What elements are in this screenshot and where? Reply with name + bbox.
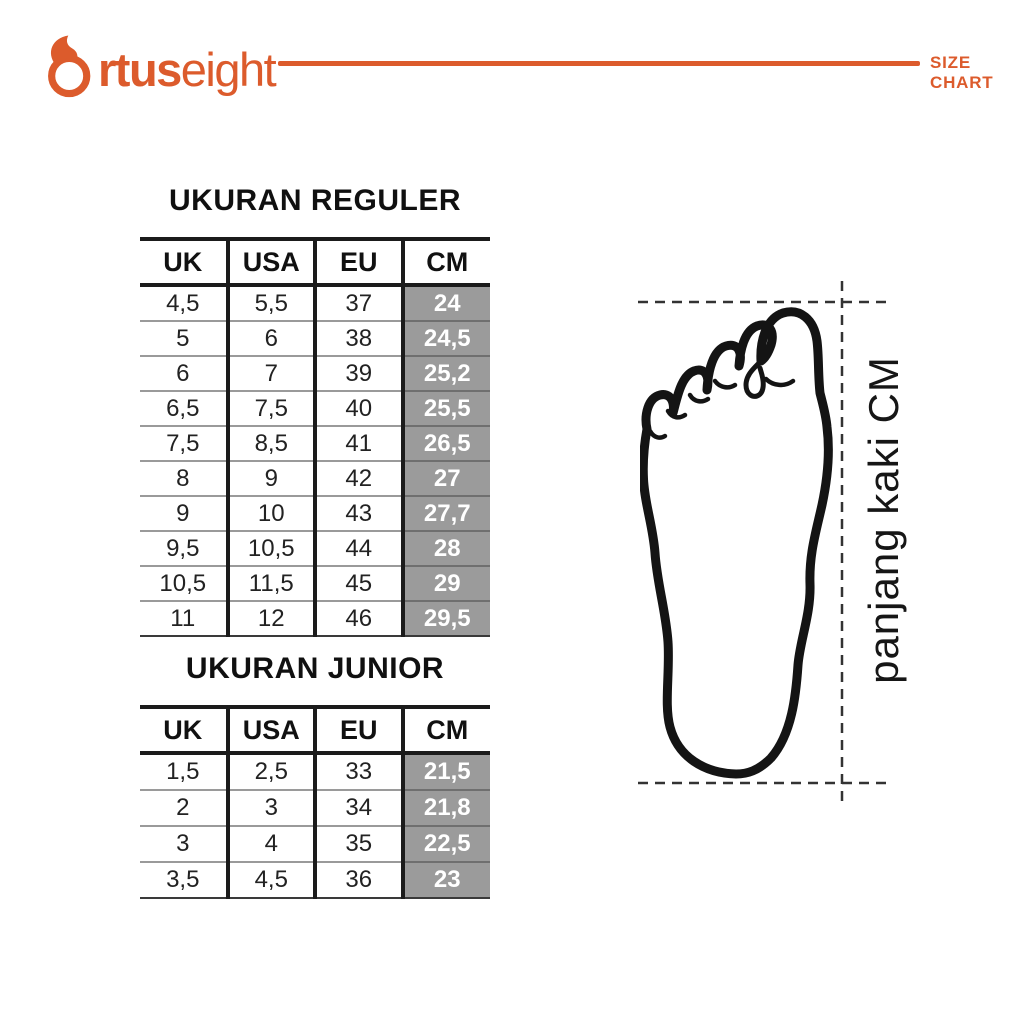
table-row: 2 3 34 21,8 (140, 790, 490, 827)
table-cell: 8 (140, 461, 228, 497)
column-header-uk: UK (140, 707, 228, 755)
table-cell: 11 (140, 601, 228, 637)
table-cell: 29 (400, 566, 490, 602)
size-table-junior: UK USA EU CM 1,5 2,5 33 21,5 2 3 34 21,8 3 4 35 22,5 3,5… (140, 705, 490, 899)
table-row: 7,5 8,5 41 26,5 (140, 426, 490, 462)
foot-outline-icon (638, 295, 840, 785)
table-row: 4,5 5,5 37 24 (140, 285, 490, 322)
table-title-junior: UKURAN JUNIOR (185, 652, 445, 685)
table-cell: 7,5 (225, 391, 315, 427)
table-cell: 33 (313, 753, 403, 791)
foot-length-label: panjang kaki CM (860, 356, 907, 684)
size-table-reguler: UK USA EU CM 4,5 5,5 37 24 5 6 38 24,5 6 7 39 25,2 6,5 7,… (140, 237, 490, 637)
table-cell: 9 (225, 461, 315, 497)
table-cell: 7,5 (140, 426, 228, 462)
table-row: 11 12 46 29,5 (140, 601, 490, 637)
table-cell: 41 (313, 426, 403, 462)
table-cell: 37 (313, 285, 403, 322)
flame-o-icon (44, 34, 98, 100)
logo-text-light: eight (180, 43, 277, 96)
table-cell: 5,5 (225, 285, 315, 322)
column-header-usa: USA (225, 707, 315, 755)
header-row: UK USA EU CM (140, 239, 490, 287)
table-cell: 8,5 (225, 426, 315, 462)
table-cell: 24,5 (400, 321, 490, 357)
table-cell: 9 (140, 496, 228, 532)
table-cell: 29,5 (400, 601, 490, 637)
table-row: 6 7 39 25,2 (140, 356, 490, 392)
table-cell: 36 (313, 862, 403, 899)
size-chart-label: SIZE CHART (930, 53, 994, 92)
table-cell: 10,5 (225, 531, 315, 567)
column-header-cm: CM (400, 707, 490, 755)
table-cell: 43 (313, 496, 403, 532)
table-row: 9,5 10,5 44 28 (140, 531, 490, 567)
table-cell: 2 (140, 790, 228, 827)
table-cell: 21,5 (400, 753, 490, 791)
table-cell: 7 (225, 356, 315, 392)
table-row: 8 9 42 27 (140, 461, 490, 497)
table-cell: 5 (140, 321, 228, 357)
column-header-usa: USA (225, 239, 315, 287)
header-row: UK USA EU CM (140, 707, 490, 755)
table-cell: 21,8 (400, 790, 490, 827)
header-divider-line (278, 61, 920, 66)
table-cell: 40 (313, 391, 403, 427)
table-cell: 1,5 (140, 753, 228, 791)
table-cell: 24 (400, 285, 490, 322)
table-title-reguler: UKURAN REGULER (169, 184, 461, 217)
table-cell: 4 (225, 826, 315, 863)
table-cell: 22,5 (400, 826, 490, 863)
measurement-guides (620, 270, 920, 820)
table-cell: 23 (400, 862, 490, 899)
table-cell: 4,5 (140, 285, 228, 322)
table-cell: 10 (225, 496, 315, 532)
column-header-cm: CM (400, 239, 490, 287)
table-cell: 42 (313, 461, 403, 497)
table-cell: 9,5 (140, 531, 228, 567)
table-cell: 2,5 (225, 753, 315, 791)
table-cell: 11,5 (225, 566, 315, 602)
table-cell: 26,5 (400, 426, 490, 462)
table-row: 10,5 11,5 45 29 (140, 566, 490, 602)
table-cell: 4,5 (225, 862, 315, 899)
table-cell: 6 (225, 321, 315, 357)
logo-text-bold: rtus (98, 43, 182, 96)
table-cell: 38 (313, 321, 403, 357)
table-row: 3 4 35 22,5 (140, 826, 490, 863)
table-row: 3,5 4,5 36 23 (140, 862, 490, 899)
table-cell: 25,2 (400, 356, 490, 392)
table-cell: 46 (313, 601, 403, 637)
table-cell: 10,5 (140, 566, 228, 602)
table-row: 9 10 43 27,7 (140, 496, 490, 532)
table-cell: 39 (313, 356, 403, 392)
column-header-eu: EU (313, 707, 403, 755)
table-cell: 6,5 (140, 391, 228, 427)
table-row: 1,5 2,5 33 21,5 (140, 753, 490, 791)
table-cell: 27 (400, 461, 490, 497)
table-cell: 12 (225, 601, 315, 637)
logo-text: rtuseight (98, 40, 277, 100)
table-cell: 34 (313, 790, 403, 827)
table-cell: 44 (313, 531, 403, 567)
table-cell: 27,7 (400, 496, 490, 532)
table-cell: 3,5 (140, 862, 228, 899)
table-cell: 25,5 (400, 391, 490, 427)
brand-logo: rtuseight (44, 34, 277, 100)
table-row: 5 6 38 24,5 (140, 321, 490, 357)
table-cell: 6 (140, 356, 228, 392)
table-cell: 3 (140, 826, 228, 863)
column-header-eu: EU (313, 239, 403, 287)
table-row: 6,5 7,5 40 25,5 (140, 391, 490, 427)
table-cell: 28 (400, 531, 490, 567)
table-cell: 3 (225, 790, 315, 827)
column-header-uk: UK (140, 239, 228, 287)
table-cell: 35 (313, 826, 403, 863)
table-cell: 45 (313, 566, 403, 602)
